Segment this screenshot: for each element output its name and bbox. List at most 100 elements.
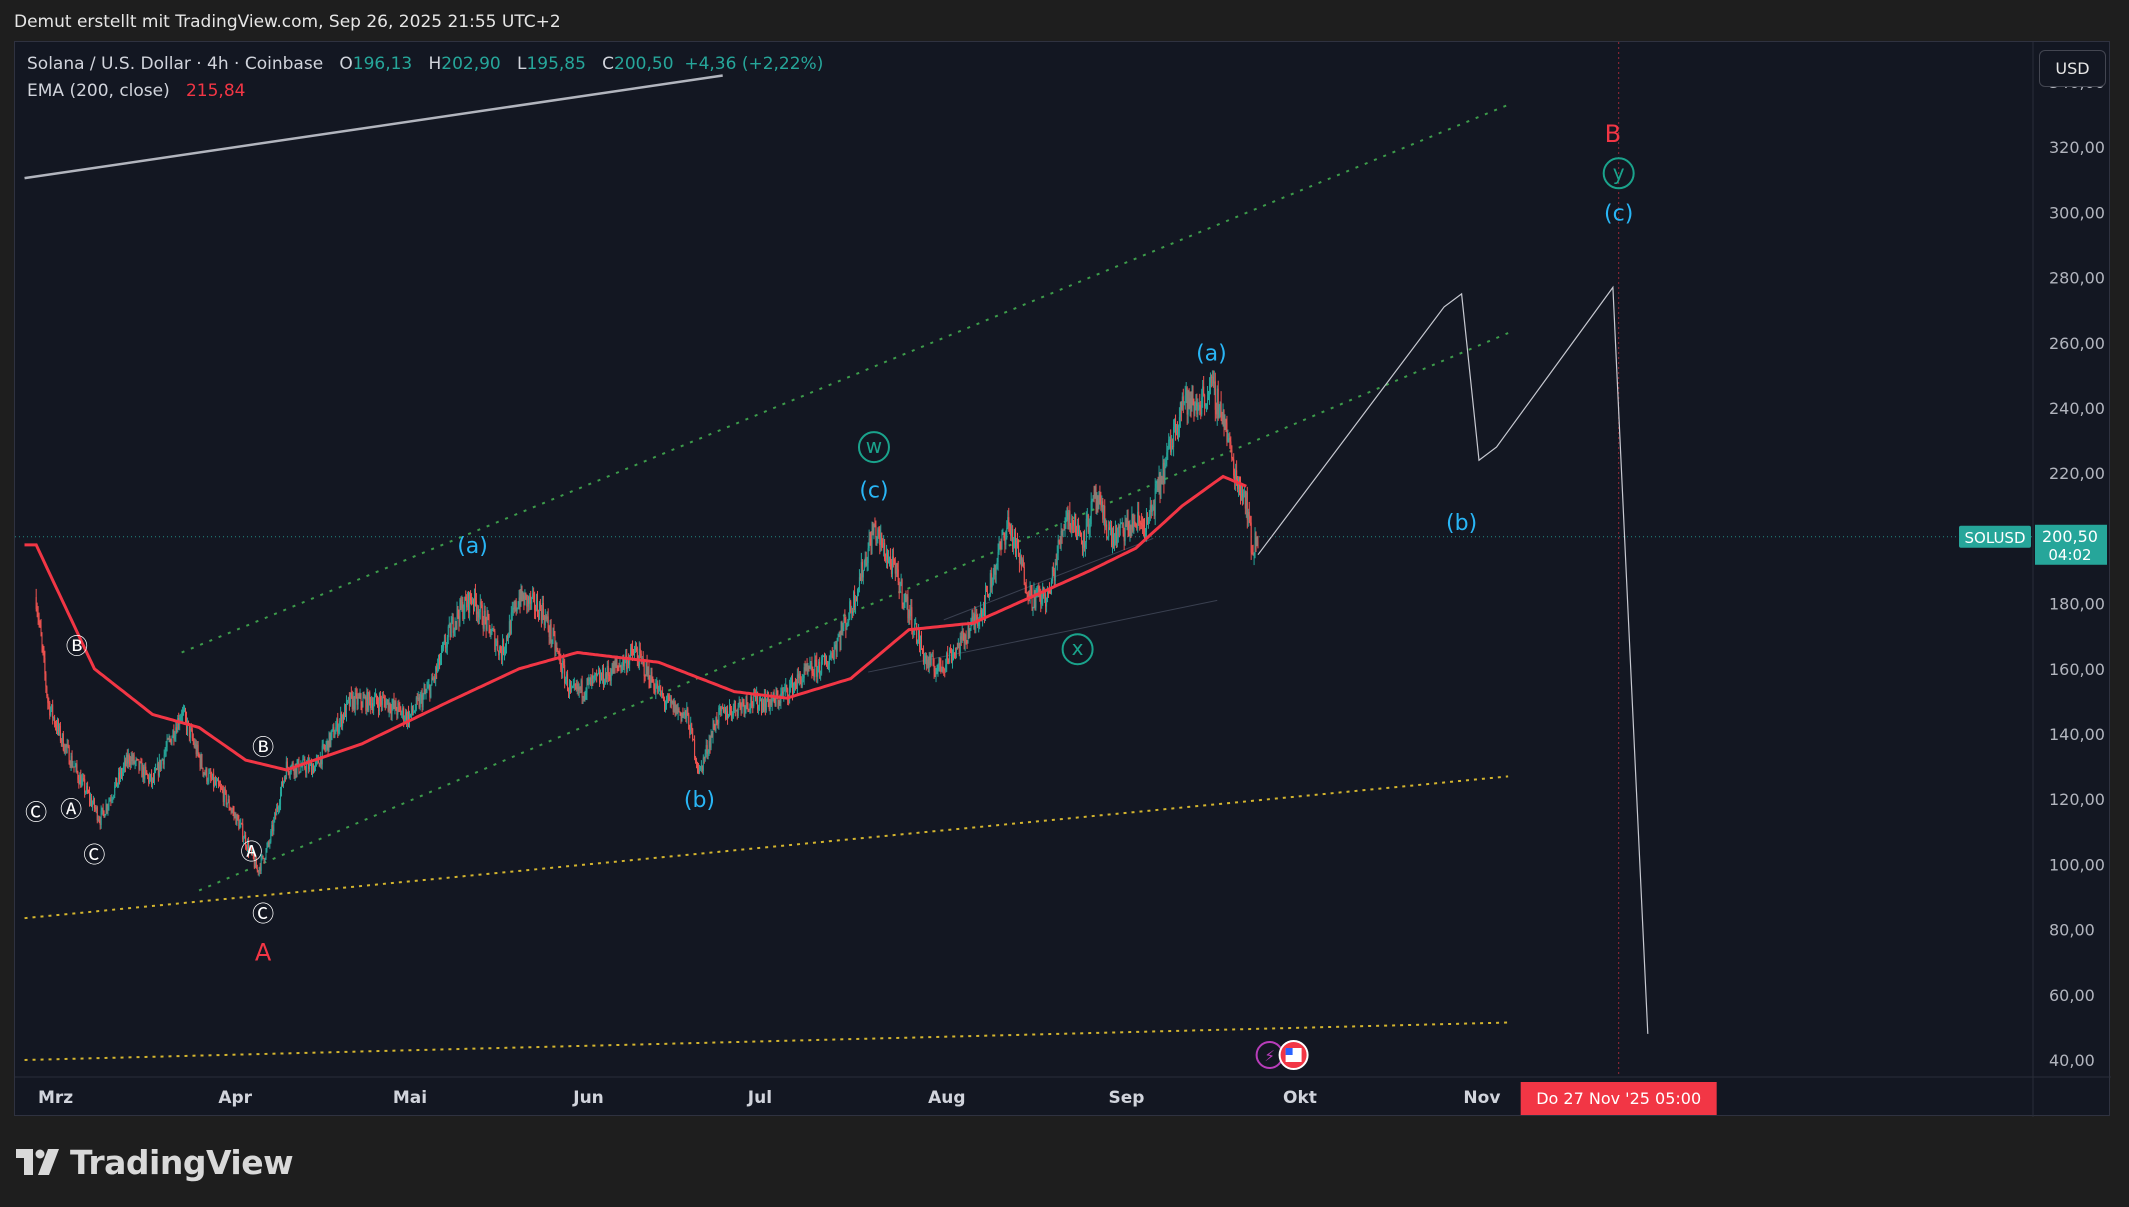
candle-body: [512, 607, 514, 611]
candle-body: [204, 772, 206, 775]
candle-body: [1036, 588, 1038, 594]
candle-body: [1140, 522, 1142, 524]
candle-body: [879, 529, 881, 546]
candle-body: [811, 662, 813, 674]
candle-body: [249, 847, 251, 850]
candle-body: [1201, 397, 1203, 415]
candle-body: [1026, 593, 1028, 595]
chart-frame[interactable]: A Ⓒ Ⓐ Ⓑ Ⓐ Ⓑ Ⓒ Ⓒ (a) (b) (c) w x (a) (b) (c) y B ⚡ 40,00 60,…: [14, 41, 2111, 1117]
candle-body: [48, 702, 50, 704]
candle-body: [852, 612, 854, 614]
candle-body: [268, 842, 270, 845]
candle-body: [491, 629, 493, 635]
wave-label-circled: Ⓒ: [83, 844, 105, 869]
candle-body: [638, 648, 640, 667]
candle-body: [39, 622, 41, 625]
candle-body: [616, 662, 618, 666]
candle-body: [338, 727, 340, 734]
candle-body: [816, 660, 818, 677]
candle-body: [531, 597, 533, 604]
candle-body: [1025, 585, 1027, 594]
y-tick-label: 280,00: [2049, 269, 2105, 288]
wave-label-circled: Ⓐ: [60, 798, 82, 823]
candle-body: [411, 705, 413, 713]
candle-body: [1200, 405, 1202, 415]
candle-body: [885, 559, 887, 561]
brand-name: TradingView: [70, 1142, 294, 1182]
candle-body: [939, 657, 941, 665]
candle-body: [553, 630, 555, 635]
candle-body: [1004, 538, 1006, 545]
candle-body: [301, 766, 303, 768]
candle-body: [539, 603, 541, 609]
candle-body: [90, 797, 92, 807]
candle-body: [1229, 438, 1231, 442]
candle-body: [964, 634, 966, 643]
candle-body: [1185, 387, 1187, 396]
currency-button[interactable]: USD: [2039, 50, 2106, 87]
candle-body: [1009, 524, 1011, 527]
candle-body: [493, 629, 495, 631]
candle-body: [212, 773, 214, 780]
candle-body: [789, 685, 791, 699]
candle-body: [165, 747, 167, 752]
candle-body: [108, 801, 110, 807]
candle-body: [844, 617, 846, 621]
candle-body: [395, 701, 397, 711]
candle-body: [719, 707, 721, 709]
candle-body: [427, 685, 429, 689]
candle-body: [877, 529, 879, 537]
candle-body: [737, 705, 739, 716]
candle-body: [801, 679, 803, 687]
candle-body: [196, 744, 198, 755]
candle-body: [579, 686, 581, 690]
candle-body: [266, 846, 268, 850]
candle-body: [943, 668, 945, 670]
ema-label[interactable]: EMA (200, close): [27, 81, 170, 101]
candle-body: [377, 704, 379, 711]
candle-body: [295, 763, 297, 774]
candle-body: [1029, 585, 1031, 600]
candle-body: [334, 734, 336, 738]
candle-body: [818, 661, 820, 667]
candle-body: [373, 703, 375, 711]
candle-body: [84, 779, 86, 793]
candle-body: [1016, 540, 1018, 553]
candle-body: [1095, 486, 1097, 505]
candle-body: [348, 697, 350, 706]
candle-body: [180, 717, 182, 721]
candle-body: [982, 611, 984, 620]
high-value: 202,90: [441, 54, 501, 74]
candle-body: [929, 656, 931, 666]
projection-line: [1257, 285, 1649, 1034]
candle-body: [455, 621, 457, 623]
candle-body: [682, 714, 684, 716]
candle-body: [193, 741, 195, 747]
candle-body: [1174, 418, 1176, 427]
candle-body: [1182, 396, 1184, 402]
candle-body: [72, 766, 74, 768]
candle-body: [1138, 511, 1140, 517]
high-label: H: [428, 54, 442, 74]
tradingview-logo[interactable]: TradingView: [16, 1140, 294, 1184]
candle-body: [675, 704, 677, 716]
symbol-label[interactable]: Solana / U.S. Dollar · 4h · Coinbase: [27, 54, 324, 74]
candle-body: [614, 662, 616, 667]
candle-body: [322, 744, 324, 746]
y-tick-label: 120,00: [2049, 790, 2105, 809]
candle-body: [1206, 404, 1208, 406]
candle-body: [891, 556, 893, 575]
candle-body: [704, 753, 706, 759]
candle-body: [409, 713, 411, 715]
candle-body: [974, 614, 976, 626]
candle-body: [902, 602, 904, 605]
candle-body: [573, 684, 575, 686]
candle-body: [672, 700, 674, 712]
candle-body: [931, 655, 933, 657]
y-tick-label: 300,00: [2049, 203, 2105, 222]
candle-body: [620, 665, 622, 671]
candle-body: [518, 597, 520, 608]
candle-body: [980, 610, 982, 617]
candle-body: [211, 777, 213, 780]
